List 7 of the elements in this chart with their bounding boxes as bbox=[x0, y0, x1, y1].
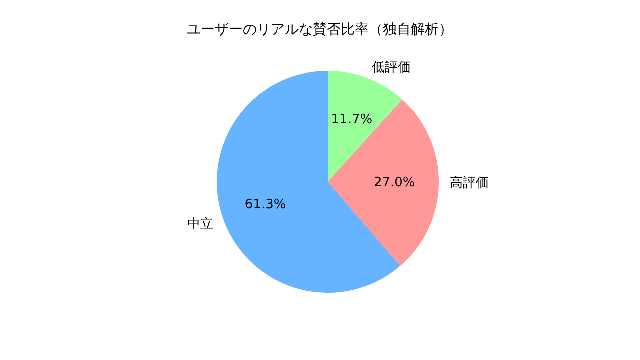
chart-title: ユーザーのリアルな賛否比率（独自解析） bbox=[187, 22, 453, 38]
slice-label: 中立 bbox=[188, 216, 214, 232]
data-label: 27.0% bbox=[374, 175, 416, 190]
data-label: 61.3% bbox=[244, 198, 286, 213]
slice-label: 低評価 bbox=[372, 60, 411, 76]
slice-label: 高評価 bbox=[450, 175, 490, 192]
data-label: 11.7% bbox=[331, 112, 373, 128]
